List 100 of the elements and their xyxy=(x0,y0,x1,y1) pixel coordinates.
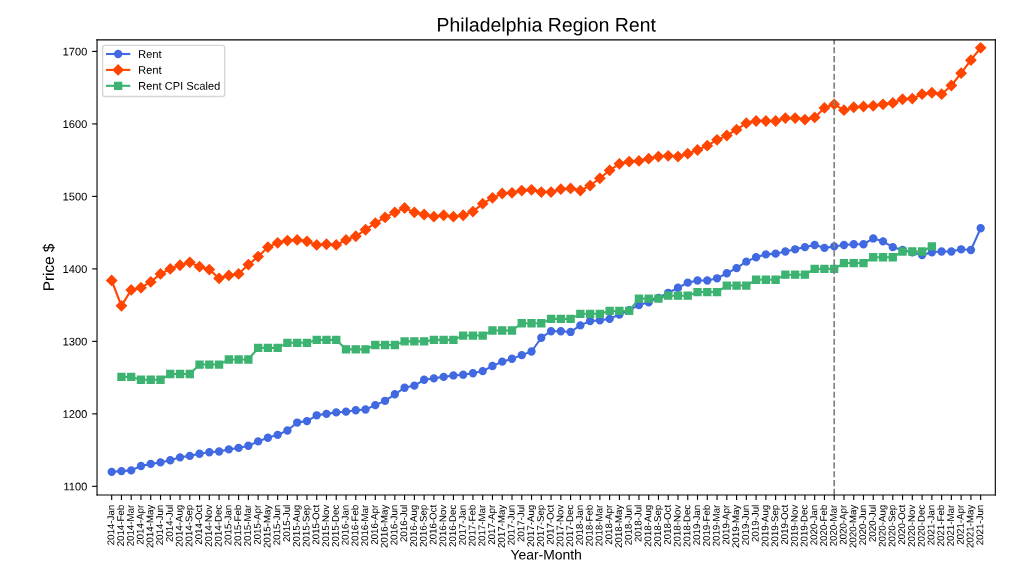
x-tick-label: 2016-Jul xyxy=(400,505,408,542)
x-tick-label: 2018-Feb xyxy=(585,505,593,546)
x-tick-label: 2014-Mar xyxy=(126,504,134,546)
x-tick-label: 2014-Oct xyxy=(195,504,203,545)
x-tick-label: 2016-Sep xyxy=(419,505,429,547)
x-tick-label: 2017-Apr xyxy=(488,504,497,545)
x-tick-label: 2020-Sep xyxy=(888,505,898,547)
x-tick-label: 2017-Aug xyxy=(527,505,537,547)
x-tick-label: 2020-Jul xyxy=(868,505,876,542)
x-tick-label: 2021-Feb xyxy=(937,505,945,546)
x-tick-label: 2014-May xyxy=(146,504,156,548)
x-tick-label: 2019-Oct xyxy=(781,504,788,545)
x-tick-label: 2018-Jul xyxy=(634,505,642,542)
legend-label: Rent CPI Scaled xyxy=(139,81,220,90)
legend-label: Rent xyxy=(139,50,162,58)
x-tick-label: 2020-Jan xyxy=(810,505,818,545)
x-tick-label: 2017-Sep xyxy=(537,505,546,547)
x-tick-label: 2019-Aug xyxy=(761,505,771,547)
x-axis-title: Year-Month xyxy=(510,549,581,560)
x-tick-label: 2015-Jul xyxy=(282,505,291,542)
x-tick-label: 2015-Apr xyxy=(253,504,263,545)
x-tick-label: 2019-Apr xyxy=(722,504,732,545)
x-tick-label: 2017-Jan xyxy=(458,505,466,545)
x-tick-label: 2020-Oct xyxy=(898,504,906,545)
x-tick-label: 2015-Mar xyxy=(244,504,251,546)
x-tick-label: 2017-Jun xyxy=(507,505,515,545)
x-tick-label: 2019-Nov xyxy=(790,504,798,547)
x-tick-label: 2017-May xyxy=(497,504,507,548)
x-tick-label: 2017-Jul xyxy=(517,505,525,542)
x-tick-label: 2015-Jun xyxy=(273,505,281,545)
x-tick-label: 2017-Feb xyxy=(468,505,476,546)
y-axis-title: Price $ xyxy=(42,243,55,290)
x-tick-label: 2018-Jan xyxy=(576,505,583,545)
x-tick-label: 2014-Jan xyxy=(107,505,115,545)
y-tick-label: 1200 xyxy=(63,410,87,418)
x-tick-label: 2019-Jun xyxy=(742,505,749,545)
x-tick-label: 2020-Feb xyxy=(819,505,828,546)
x-tick-label: 2017-Mar xyxy=(478,504,486,546)
x-tick-label: 2017-Dec xyxy=(566,505,574,547)
chart-title: Philadelphia Region Rent xyxy=(438,17,656,36)
x-tick-label: 2019-May xyxy=(732,504,742,548)
x-tick-label: 2021-Mar xyxy=(947,504,954,546)
x-tick-label: 2015-Dec xyxy=(331,505,339,547)
x-tick-label: 2015-Sep xyxy=(302,505,312,547)
x-tick-label: 2021-Apr xyxy=(956,504,966,545)
x-tick-label: 2021-Jan xyxy=(927,505,935,545)
y-tick-label: 1400 xyxy=(63,265,87,274)
x-tick-label: 2020-Jun xyxy=(859,505,867,545)
legend-label: Rent xyxy=(139,66,162,74)
y-tick-label: 1500 xyxy=(63,192,87,201)
x-tick-label: 2018-Dec xyxy=(683,505,691,547)
x-tick-label: 2018-Nov xyxy=(673,504,681,547)
y-tick-label: 1700 xyxy=(63,47,87,56)
x-tick-label: 2021-Jun xyxy=(976,505,984,545)
x-tick-label: 2016-Dec xyxy=(449,505,457,547)
x-tick-label: 2021-May xyxy=(966,504,976,548)
x-tick-label: 2015-Oct xyxy=(312,504,320,545)
x-tick-label: 2015-Nov xyxy=(322,504,330,547)
x-tick-label: 2015-Jan xyxy=(224,505,232,545)
x-tick-label: 2016-Aug xyxy=(410,505,419,547)
x-tick-label: 2017-Oct xyxy=(546,504,554,545)
x-tick-label: 2018-Mar xyxy=(595,504,603,546)
x-tick-label: 2016-Apr xyxy=(371,504,380,545)
x-tick-label: 2016-Feb xyxy=(351,505,359,546)
x-tick-label: 2018-Jun xyxy=(624,505,632,545)
x-tick-label: 2018-Aug xyxy=(644,505,654,547)
x-tick-label: 2018-Sep xyxy=(654,505,663,547)
x-tick-label: 2018-May xyxy=(615,504,624,548)
x-tick-label: 2016-Nov xyxy=(439,504,447,547)
x-tick-label: 2016-Jun xyxy=(390,505,398,545)
x-tick-label: 2016-Jan xyxy=(341,505,349,545)
x-tick-label: 2019-Dec xyxy=(800,505,808,547)
x-tick-label: 2019-Sep xyxy=(771,505,781,547)
x-tick-label: 2020-Aug xyxy=(878,505,888,547)
x-tick-label: 2020-Mar xyxy=(829,504,837,546)
y-tick-label: 1300 xyxy=(63,337,87,346)
x-tick-label: 2020-May xyxy=(849,504,859,548)
x-tick-label: 2020-Nov xyxy=(908,504,915,547)
x-tick-label: 2014-Jun xyxy=(156,505,164,545)
x-tick-label: 2016-Mar xyxy=(361,504,369,546)
x-tick-label: 2019-Jan xyxy=(693,505,701,545)
x-tick-label: 2019-Jul xyxy=(751,505,759,542)
x-tick-label: 2014-Feb xyxy=(116,505,125,546)
y-tick-label: 1600 xyxy=(63,120,87,129)
x-tick-label: 2014-Nov xyxy=(205,504,212,547)
x-tick-label: 2015-Feb xyxy=(234,505,242,546)
x-tick-label: 2019-Mar xyxy=(712,504,720,546)
x-tick-label: 2017-Nov xyxy=(556,504,564,547)
y-tick-label: 1100 xyxy=(64,482,87,491)
x-tick-label: 2015-May xyxy=(263,504,273,548)
x-tick-label: 2014-Aug xyxy=(175,505,185,547)
x-tick-label: 2014-Dec xyxy=(214,505,222,547)
x-tick-label: 2019-Feb xyxy=(702,505,710,546)
x-tick-label: 2014-Sep xyxy=(185,505,195,547)
x-tick-label: 2018-Oct xyxy=(663,504,671,545)
x-tick-label: 2020-Apr xyxy=(839,504,849,545)
x-tick-label: 2014-Apr xyxy=(136,504,146,545)
x-tick-label: 2016-May xyxy=(380,504,390,548)
x-tick-label: 2016-Oct xyxy=(429,504,437,545)
x-tick-label: 2015-Aug xyxy=(292,505,302,547)
